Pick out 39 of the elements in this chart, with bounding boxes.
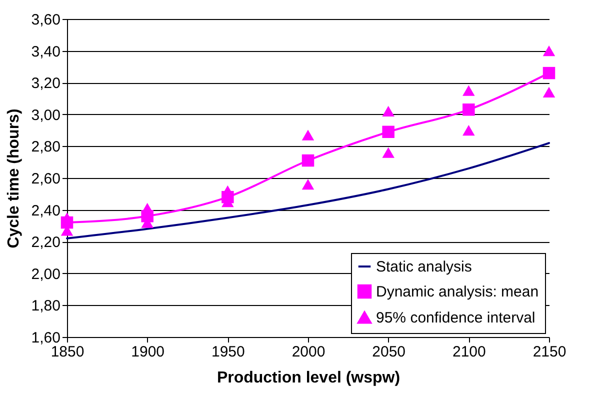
point [60,216,74,229]
point [141,210,154,222]
x-tick-label: 1850 [50,344,84,360]
x-tick-label: 2100 [452,344,486,360]
y-tick-label: 1,60 [31,330,60,346]
point [382,126,394,138]
legend-label: Static analysis [376,258,472,276]
x-tick-label: 2150 [532,344,566,360]
point [302,179,314,190]
y-tick-label: 2,80 [31,138,60,156]
point [382,106,394,117]
y-axis-title: Cycle time (hours) [5,108,22,248]
legend-label: 95% confidence interval [376,310,536,326]
point [462,85,475,96]
x-tick-label: 2000 [292,344,326,360]
point [542,66,556,80]
point [222,190,234,204]
y-tick-label: 2,20 [31,234,60,252]
x-tick-label: 1900 [131,344,165,360]
x-tick-label: 2050 [372,344,406,360]
legend-label: Dynamic analysis: mean [376,284,539,300]
point [542,86,556,98]
y-tick-label: 2,40 [31,202,60,220]
y-tick-label: 2,60 [31,170,60,188]
y-tick-label: 3,20 [31,75,60,92]
point [542,45,556,56]
x-axis-title: Production level (wspw) [216,370,400,386]
point [462,124,475,136]
y-tick-label: 3,40 [31,43,60,60]
y-tick-label: 1,80 [31,298,60,315]
point [382,147,394,158]
y-tick-label: 3,00 [31,106,60,124]
x-tick-label: 1950 [211,344,245,360]
point [302,130,314,140]
y-tick-label: 2,00 [31,266,60,283]
point [302,154,314,167]
y-tick-label: 3,60 [31,12,60,28]
line-series [66,142,550,240]
point [462,104,475,116]
